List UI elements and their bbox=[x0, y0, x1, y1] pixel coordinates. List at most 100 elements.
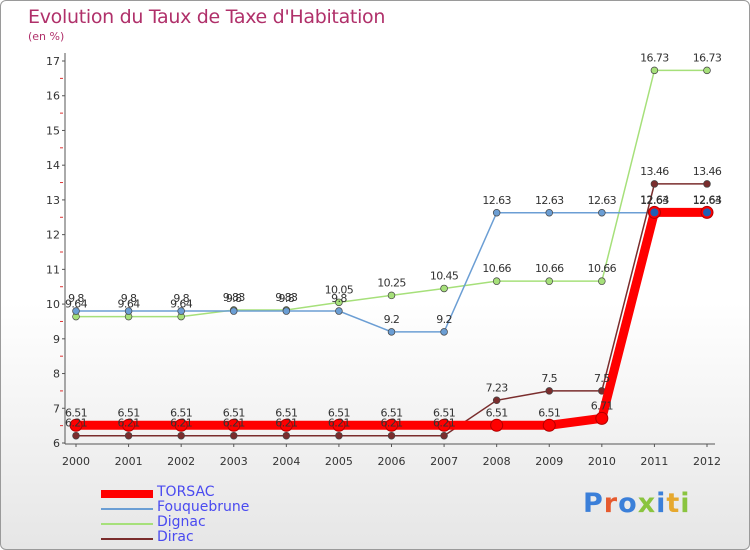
data-label: 6.21 bbox=[380, 417, 402, 430]
y-tick-label: 12 bbox=[46, 229, 60, 242]
data-point bbox=[387, 291, 396, 300]
data-label: 10.05 bbox=[325, 283, 354, 296]
data-label: 6.51 bbox=[380, 406, 402, 419]
data-point bbox=[595, 411, 609, 425]
data-label: 16.73 bbox=[640, 51, 669, 64]
data-point bbox=[440, 431, 448, 440]
y-tick-label: 15 bbox=[46, 124, 60, 137]
data-point bbox=[227, 418, 241, 432]
data-label: 12.64 bbox=[693, 193, 722, 206]
data-label: 6.71 bbox=[591, 399, 613, 412]
y-tick-label: 14 bbox=[46, 159, 60, 172]
data-point bbox=[332, 418, 346, 432]
data-label: 6.51 bbox=[486, 406, 508, 419]
data-point bbox=[177, 431, 185, 440]
legend-label: Dignac bbox=[157, 514, 206, 530]
data-label: 10.25 bbox=[377, 276, 406, 289]
data-point bbox=[387, 431, 396, 440]
data-label: 10.66 bbox=[588, 262, 617, 275]
data-point-inner bbox=[703, 208, 711, 217]
data-point bbox=[230, 307, 238, 315]
data-label: 9.8 bbox=[331, 292, 347, 305]
data-point bbox=[598, 209, 606, 217]
data-point bbox=[490, 418, 504, 432]
data-label: 6.21 bbox=[170, 417, 192, 430]
data-label: 9.83 bbox=[223, 291, 246, 304]
data-label: 13.46 bbox=[693, 165, 722, 178]
data-label: 6.21 bbox=[275, 417, 297, 430]
data-point bbox=[387, 328, 396, 336]
data-label: 6.21 bbox=[118, 417, 140, 430]
data-point bbox=[335, 307, 343, 315]
x-tick-label: 2003 bbox=[220, 455, 248, 468]
legend-item-torsac: TORSAC bbox=[101, 484, 321, 501]
data-label: 12.63 bbox=[640, 194, 669, 207]
data-point bbox=[72, 307, 80, 315]
y-axis-unit: (en %) bbox=[28, 30, 65, 43]
data-label: 9.64 bbox=[170, 298, 193, 311]
x-tick-label: 2011 bbox=[640, 455, 668, 468]
data-point bbox=[279, 418, 293, 432]
data-label: 6.51 bbox=[328, 406, 350, 419]
data-label: 7.23 bbox=[486, 381, 509, 394]
data-label: 6.21 bbox=[223, 417, 245, 430]
data-label: 9.2 bbox=[384, 313, 400, 326]
data-label: 9.64 bbox=[118, 298, 141, 311]
x-tick-label: 2008 bbox=[483, 455, 511, 468]
data-point bbox=[72, 431, 80, 440]
data-point bbox=[650, 66, 659, 75]
data-label: 9.8 bbox=[121, 292, 137, 305]
data-label: 6.51 bbox=[65, 406, 87, 419]
data-label: 6.21 bbox=[328, 417, 350, 430]
x-tick-label: 2012 bbox=[693, 455, 721, 468]
legend-label: Dirac bbox=[157, 529, 194, 545]
data-label: 12.63 bbox=[588, 194, 617, 207]
data-point bbox=[650, 180, 659, 188]
data-point bbox=[335, 431, 343, 440]
legend-swatch bbox=[101, 490, 153, 498]
x-tick-label: 2005 bbox=[325, 455, 353, 468]
data-label: 6.51 bbox=[538, 406, 560, 419]
x-tick-label: 2007 bbox=[430, 455, 458, 468]
x-tick-label: 2004 bbox=[272, 455, 300, 468]
x-tick-label: 2010 bbox=[588, 455, 616, 468]
data-point bbox=[122, 418, 136, 432]
y-tick-label: 8 bbox=[53, 368, 60, 381]
legend-label: TORSAC bbox=[157, 484, 215, 500]
data-label: 12.64 bbox=[640, 193, 669, 206]
data-label: 6.51 bbox=[170, 406, 192, 419]
data-point bbox=[124, 307, 133, 315]
data-label: 9.8 bbox=[226, 292, 242, 305]
y-tick-label: 6 bbox=[53, 437, 60, 450]
data-point-inner bbox=[650, 208, 659, 217]
chart-title: Evolution du Taux de Taxe d'Habitation bbox=[28, 6, 386, 28]
data-label: 12.63 bbox=[482, 194, 511, 207]
data-label: 9.8 bbox=[278, 292, 294, 305]
data-label: 13.46 bbox=[640, 165, 669, 178]
data-point bbox=[545, 209, 553, 217]
y-tick-label: 9 bbox=[53, 333, 60, 346]
data-label: 10.66 bbox=[535, 262, 564, 275]
data-label: 9.64 bbox=[65, 298, 88, 311]
data-label: 12.63 bbox=[535, 194, 564, 207]
data-point bbox=[703, 180, 711, 188]
y-tick-label: 17 bbox=[46, 55, 60, 68]
data-point bbox=[124, 431, 133, 440]
data-label: 6.51 bbox=[223, 406, 245, 419]
data-label: 9.8 bbox=[68, 292, 84, 305]
data-point bbox=[335, 298, 343, 307]
data-point bbox=[230, 431, 238, 440]
x-tick-label: 2002 bbox=[167, 455, 195, 468]
data-point bbox=[440, 284, 448, 293]
y-tick-label: 7 bbox=[53, 402, 60, 415]
data-point bbox=[598, 277, 606, 285]
data-label: 6.51 bbox=[275, 406, 297, 419]
data-label: 12.63 bbox=[693, 194, 722, 207]
data-point bbox=[69, 418, 83, 432]
data-point bbox=[492, 277, 501, 285]
legend-item-dignac: Dignac bbox=[101, 514, 321, 531]
data-label: 7.5 bbox=[541, 372, 557, 385]
data-label: 16.73 bbox=[693, 51, 722, 64]
legend-label: Fouquebrune bbox=[157, 499, 250, 515]
